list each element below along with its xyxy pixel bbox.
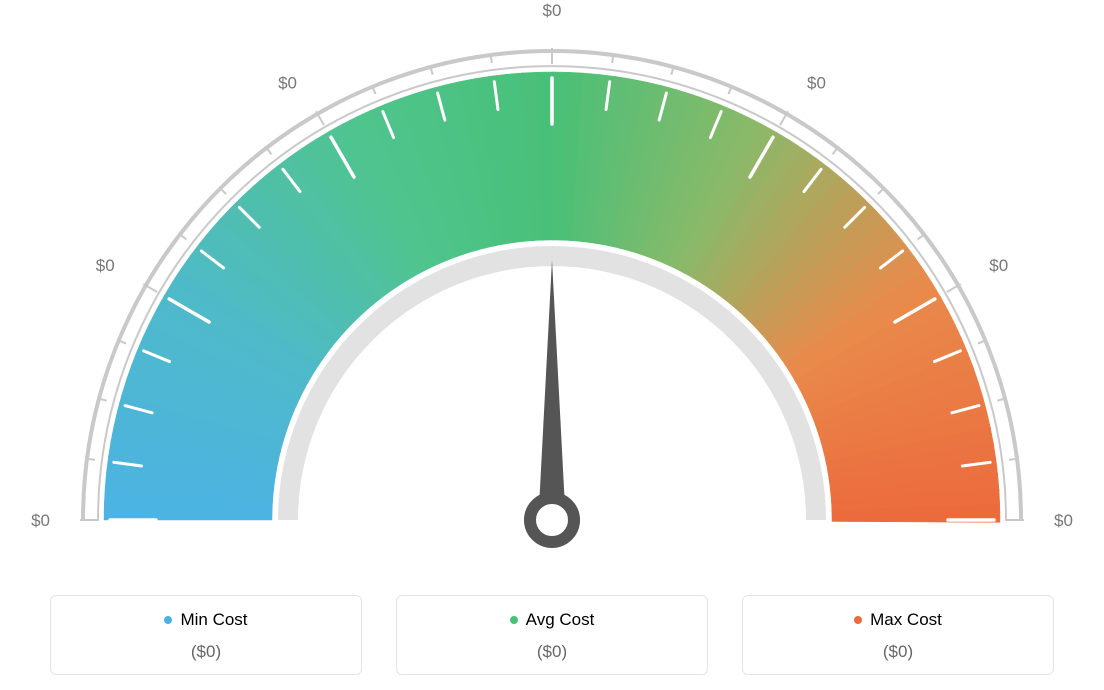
gauge-needle bbox=[538, 260, 566, 522]
legend-min: Min Cost ($0) bbox=[50, 595, 362, 675]
legend-max-dot bbox=[854, 616, 862, 624]
legend-row: Min Cost ($0) Avg Cost ($0) Max Cost ($0… bbox=[0, 595, 1104, 675]
legend-min-title: Min Cost bbox=[164, 610, 247, 630]
gauge-scale-label: $0 bbox=[989, 256, 1008, 275]
legend-min-label: Min Cost bbox=[180, 610, 247, 630]
gauge-hub bbox=[530, 498, 574, 542]
gauge-svg: $0 $0 $0 $0 $0 $0 $0 bbox=[0, 0, 1104, 560]
gauge-scale-label: $0 bbox=[278, 74, 297, 93]
gauge-chart: $0 $0 $0 $0 $0 $0 $0 bbox=[0, 0, 1104, 560]
legend-avg-label: Avg Cost bbox=[526, 610, 595, 630]
gauge-scale-label: $0 bbox=[807, 74, 826, 93]
legend-avg-title: Avg Cost bbox=[510, 610, 595, 630]
gauge-scale-label: $0 bbox=[1054, 511, 1073, 530]
gauge-scale-label: $0 bbox=[543, 1, 562, 20]
legend-max-label: Max Cost bbox=[870, 610, 942, 630]
gauge-scale-label: $0 bbox=[31, 511, 50, 530]
legend-avg-dot bbox=[510, 616, 518, 624]
cost-gauge-widget: $0 $0 $0 $0 $0 $0 $0 Min Cost ($0) Avg Cost ($… bbox=[0, 0, 1104, 690]
legend-avg: Avg Cost ($0) bbox=[396, 595, 708, 675]
legend-max: Max Cost ($0) bbox=[742, 595, 1054, 675]
legend-max-value: ($0) bbox=[743, 642, 1053, 662]
legend-min-dot bbox=[164, 616, 172, 624]
legend-max-title: Max Cost bbox=[854, 610, 942, 630]
legend-min-value: ($0) bbox=[51, 642, 361, 662]
gauge-scale-label: $0 bbox=[96, 256, 115, 275]
legend-avg-value: ($0) bbox=[397, 642, 707, 662]
